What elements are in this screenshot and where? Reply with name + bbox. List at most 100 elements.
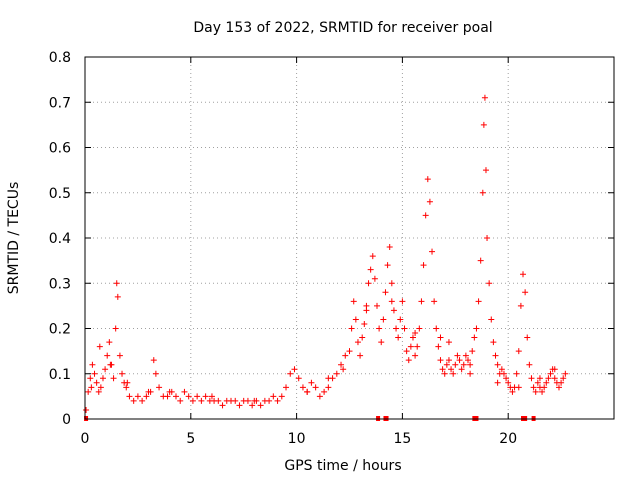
data-point	[467, 361, 474, 368]
data-point	[251, 397, 258, 404]
data-point	[367, 266, 374, 273]
data-point	[452, 361, 459, 368]
data-point	[498, 366, 505, 373]
data-point	[560, 375, 567, 382]
data-point	[152, 370, 159, 377]
data-point	[395, 334, 402, 341]
y-tick-label: 0	[62, 412, 71, 428]
data-point	[524, 334, 531, 341]
data-point	[316, 393, 323, 400]
data-point	[450, 370, 457, 377]
data-point	[177, 397, 184, 404]
data-point	[164, 393, 171, 400]
data-point	[429, 248, 436, 255]
data-point	[405, 357, 412, 364]
data-point	[488, 316, 495, 323]
data-point	[426, 198, 433, 205]
data-point	[492, 352, 499, 359]
data-point	[110, 375, 117, 382]
data-point	[278, 393, 285, 400]
data-point	[321, 388, 328, 395]
data-point	[130, 397, 137, 404]
data-point	[249, 402, 256, 409]
data-point	[551, 366, 558, 373]
data-point	[416, 325, 423, 332]
data-point	[340, 366, 347, 373]
x-axis-label: GPS time / hours	[284, 458, 401, 474]
data-point	[462, 352, 469, 359]
x-tick-label: 20	[499, 431, 517, 447]
data-point	[257, 402, 264, 409]
data-point	[500, 370, 507, 377]
data-point	[482, 167, 489, 174]
data-point	[352, 316, 359, 323]
data-point	[555, 384, 562, 391]
data-point	[112, 325, 119, 332]
data-point	[456, 357, 463, 364]
data-point	[412, 330, 419, 337]
data-point	[156, 384, 163, 391]
data-point	[422, 212, 429, 219]
axis-ticks: 0 0.1 0.2 0.3 0.4 0.5 0.6 0.7 0.8 0 5 10 15 20	[49, 50, 614, 447]
data-point	[481, 94, 488, 101]
data-point	[475, 298, 482, 305]
data-point	[198, 397, 205, 404]
data-point	[123, 384, 130, 391]
data-point	[473, 325, 480, 332]
x-tick-label: 15	[393, 431, 411, 447]
data-point	[547, 370, 554, 377]
data-point	[414, 343, 421, 350]
data-point	[287, 370, 294, 377]
data-point	[541, 384, 548, 391]
data-point	[333, 370, 340, 377]
data-point	[503, 375, 510, 382]
data-point	[359, 334, 366, 341]
chart-title: Day 153 of 2022, SRMTID for receiver poa…	[193, 20, 492, 36]
data-point	[202, 393, 209, 400]
data-point	[215, 397, 222, 404]
data-points	[83, 94, 569, 413]
data-point	[441, 370, 448, 377]
data-point	[208, 393, 215, 400]
y-axis-label: SRMTID / TECUs	[6, 182, 22, 295]
data-point	[526, 361, 533, 368]
data-point	[325, 384, 332, 391]
data-point	[369, 253, 376, 260]
data-point	[325, 375, 332, 382]
data-point	[407, 343, 414, 350]
data-point	[480, 121, 487, 128]
data-point	[562, 370, 569, 377]
data-point	[83, 406, 90, 413]
data-point	[91, 370, 98, 377]
data-point	[89, 361, 96, 368]
x-tick-label: 0	[81, 431, 90, 447]
data-point	[384, 262, 391, 269]
data-point	[106, 339, 113, 346]
data-point	[363, 307, 370, 314]
data-point	[401, 325, 408, 332]
data-point	[189, 397, 196, 404]
data-point	[388, 280, 395, 287]
data-point	[85, 388, 92, 395]
data-point	[266, 397, 273, 404]
data-point	[522, 289, 529, 296]
y-tick-label: 0.8	[49, 50, 71, 66]
data-point	[244, 397, 251, 404]
data-point	[172, 393, 179, 400]
y-tick-label: 0.1	[49, 367, 71, 383]
data-point	[393, 325, 400, 332]
data-point	[304, 388, 311, 395]
data-point	[409, 334, 416, 341]
data-point	[445, 339, 452, 346]
data-point	[505, 379, 512, 386]
data-point	[551, 375, 558, 382]
data-point	[348, 325, 355, 332]
data-point	[124, 379, 131, 386]
data-point	[181, 388, 188, 395]
data-point	[382, 289, 389, 296]
data-point	[219, 402, 226, 409]
data-point	[236, 402, 243, 409]
data-point	[543, 379, 550, 386]
data-point	[539, 388, 546, 395]
data-point	[350, 298, 357, 305]
